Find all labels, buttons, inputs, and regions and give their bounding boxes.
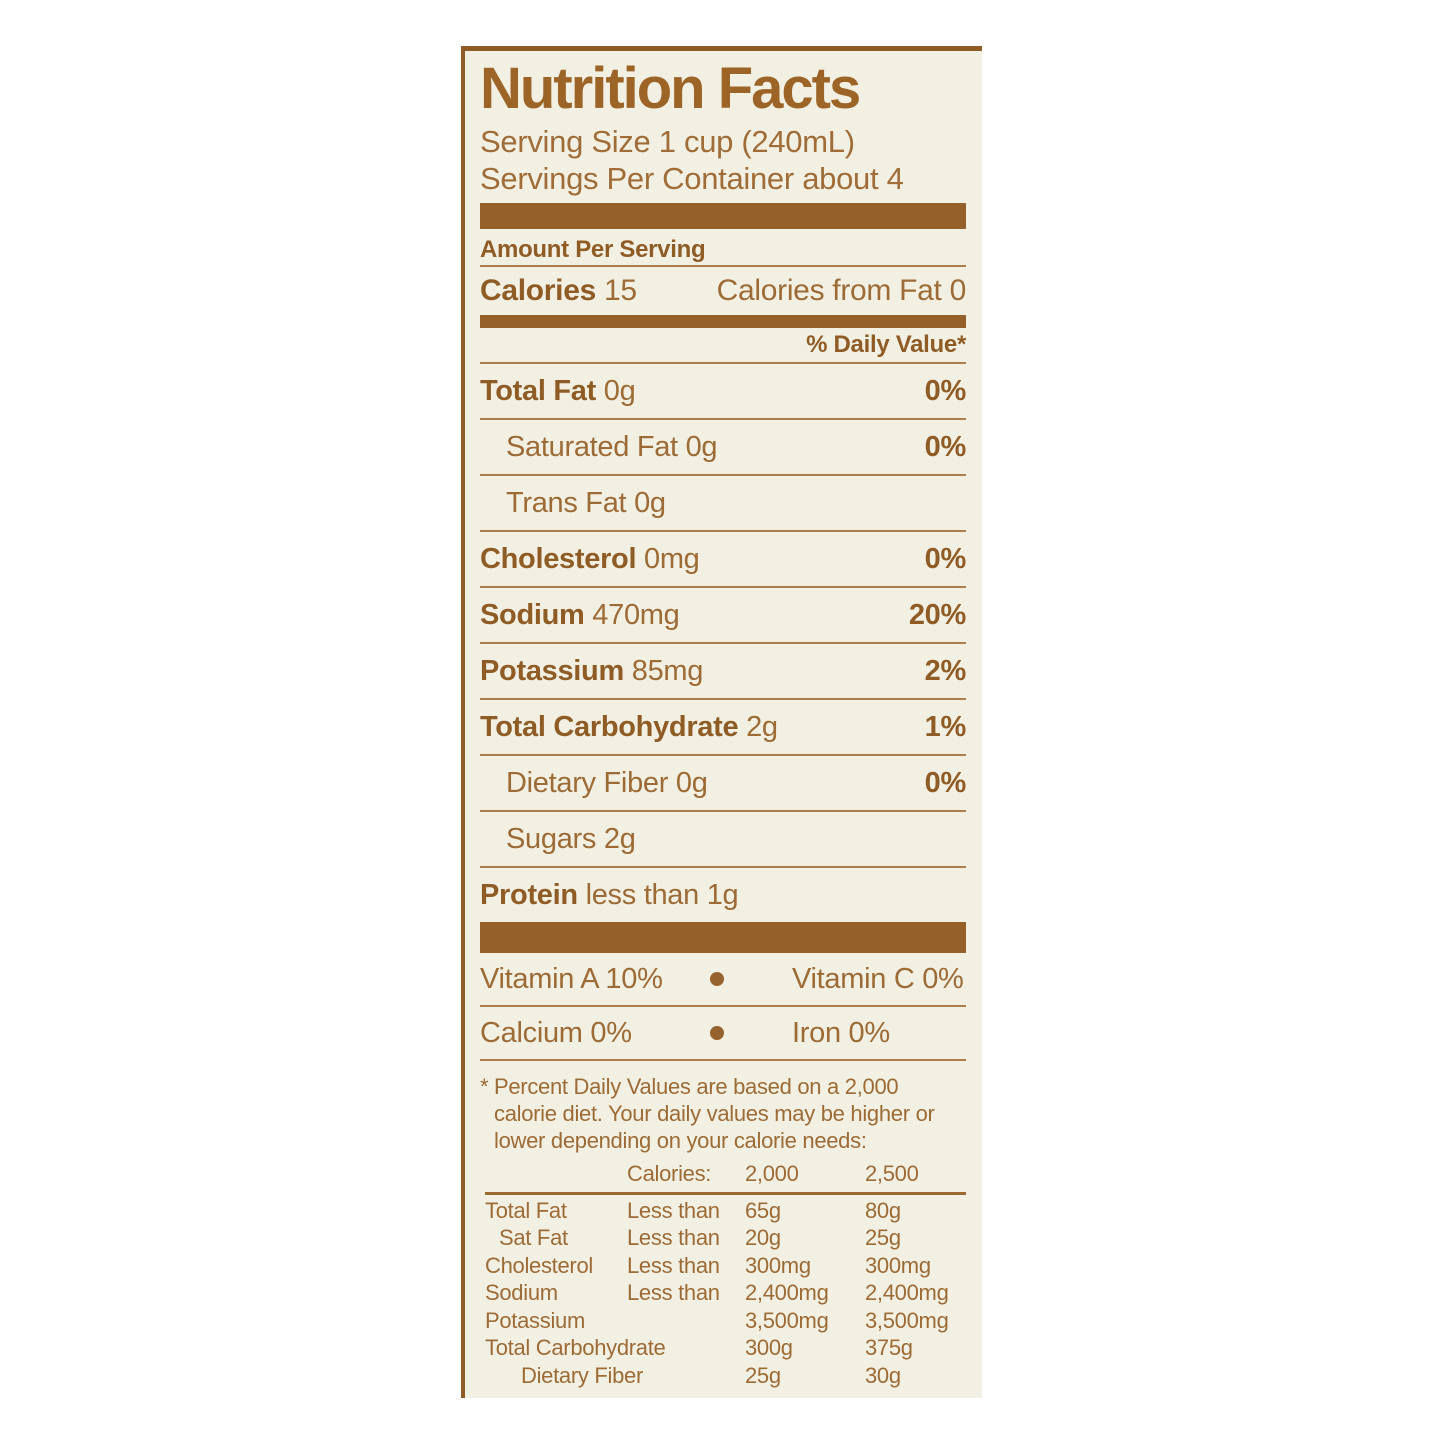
- hairline: [480, 586, 966, 588]
- serving-size: Serving Size 1 cup (240mL): [480, 124, 855, 159]
- bullet-icon: [710, 972, 724, 986]
- vitamin-row-a-c: Vitamin A 10% Vitamin C 0%: [480, 953, 966, 1005]
- table-row-cholesterol: Cholesterol Less than 300mg 300mg: [485, 1252, 931, 1278]
- hairline: [480, 362, 966, 364]
- table-rule: [485, 1191, 966, 1195]
- vitamin-a-value: Vitamin A 10%: [480, 962, 663, 995]
- table-row-potassium: Potassium 3,500mg 3,500mg: [485, 1307, 949, 1333]
- calories-value: Calories 15: [480, 274, 637, 307]
- vitamin-row-calcium-iron: Calcium 0% Iron 0%: [480, 1007, 966, 1059]
- nutrient-row-total-carbohydrate: Total Carbohydrate 2g 1%: [480, 710, 966, 743]
- footnote-text: Percent Daily Values are based on a 2,00…: [494, 1074, 935, 1153]
- calories-from-fat: Calories from Fat 0: [716, 274, 967, 307]
- hairline: [480, 754, 966, 756]
- separator-bar-thick: [480, 203, 966, 229]
- daily-values-footnote: * Percent Daily Values are based on a 2,…: [480, 1073, 966, 1154]
- amount-per-serving-heading: Amount Per Serving: [480, 236, 706, 263]
- nutrient-row-sugars: Sugars 2g: [506, 822, 636, 855]
- separator-bar-thick: [480, 922, 966, 953]
- footnote-asterisk: *: [480, 1074, 489, 1099]
- nutrient-row-protein: Protein less than 1g: [480, 878, 739, 911]
- table-row-sat-fat: Sat Fat Less than 20g 25g: [499, 1225, 901, 1250]
- table-header-2500: 2,500: [865, 1161, 919, 1186]
- nutrient-row-saturated-fat: Saturated Fat 0g 0%: [506, 430, 966, 463]
- table-row-total-fat: Total Fat Less than 65g 80g: [485, 1197, 901, 1223]
- hairline: [480, 698, 966, 700]
- hairline: [480, 265, 966, 267]
- table-row-sodium: Sodium Less than 2,400mg 2,400mg: [485, 1280, 949, 1305]
- nutrient-row-total-fat: Total Fat 0g 0%: [480, 374, 966, 407]
- hairline: [480, 642, 966, 644]
- nutrient-row-cholesterol: Cholesterol 0mg 0%: [480, 542, 966, 575]
- hairline: [480, 530, 966, 532]
- calcium-value: Calcium 0%: [480, 1016, 632, 1049]
- table-row-dietary-fiber: Dietary Fiber 25g 30g: [521, 1362, 901, 1388]
- daily-values-table: Calories: 2,000 2,500 Total Fat Less tha…: [480, 1160, 966, 1389]
- bullet-icon: [710, 1026, 724, 1040]
- daily-value-header: % Daily Value*: [806, 331, 966, 358]
- servings-per-container: Servings Per Container about 4: [480, 161, 904, 196]
- hairline: [480, 1005, 966, 1007]
- table-header-calories: Calories:: [627, 1161, 712, 1186]
- nutrient-row-potassium: Potassium 85mg 2%: [480, 654, 966, 687]
- hairline: [480, 1059, 966, 1061]
- table-header-2000: 2,000: [745, 1161, 799, 1186]
- nutrient-row-dietary-fiber: Dietary Fiber 0g 0%: [506, 766, 966, 799]
- hairline: [480, 474, 966, 476]
- label-title: Nutrition Facts: [480, 56, 861, 121]
- nutrition-facts-label: Nutrition Facts Serving Size 1 cup (240m…: [461, 46, 982, 1398]
- table-row-total-carbohydrate: Total Carbohydrate 300g 375g: [485, 1335, 913, 1360]
- hairline: [480, 418, 966, 420]
- nutrient-row-trans-fat: Trans Fat 0g: [506, 486, 666, 519]
- vitamin-c-value: Vitamin C 0%: [792, 962, 964, 995]
- hairline: [480, 866, 966, 868]
- table-header-row: Calories: 2,000 2,500: [485, 1160, 966, 1188]
- hairline: [480, 810, 966, 812]
- calories-row: Calories 15 Calories from Fat 0: [480, 267, 966, 315]
- separator-bar-medium: [480, 315, 966, 328]
- nutrient-row-sodium: Sodium 470mg 20%: [480, 598, 966, 631]
- iron-value: Iron 0%: [792, 1016, 890, 1049]
